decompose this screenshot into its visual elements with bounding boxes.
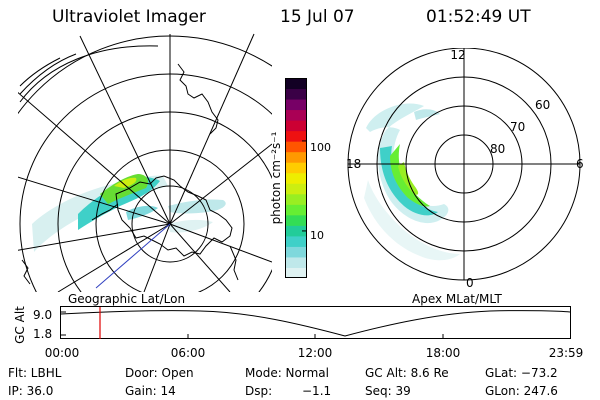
colorbar-tick-10: 10 [310,229,324,242]
observation-time: 01:52:49 UT [426,7,531,27]
colorbar-segment [285,120,307,132]
polar-mlt-grid [348,48,580,280]
colorbar-segment [285,183,307,195]
colorbar-segment [285,256,307,268]
colorbar-segment [285,141,307,153]
mlt-label-6: 6 [576,157,584,171]
colorbar-units-label: photon cm⁻²s⁻¹ [269,131,283,225]
colorbar-border [285,78,307,278]
colorbar-segment [285,225,307,237]
mlt-label-18: 18 [346,157,362,171]
colorbar-segment [285,162,307,174]
trajectory-line [95,223,171,289]
geo-aurora-emission [32,174,226,252]
colorbar-segment [285,88,307,100]
colorbar-segment [285,130,307,142]
altitude-curve [60,310,571,337]
colorbar-segment [285,267,307,278]
altitude-tick-low: 1.8 [33,327,53,341]
gc-altitude-info: GC Alt: 8.6 Re [365,366,449,380]
color-scale-bar [285,78,307,278]
colorbar-segment [285,235,307,247]
observation-date: 15 Jul 07 [280,7,355,27]
door-info: Door: Open [125,366,194,380]
colorbar-segment [285,193,307,205]
dsp-info: Dsp: [245,384,273,398]
time-tick-0: 00:00 [44,346,80,360]
earth-limb [19,45,159,103]
altitude-plot [60,306,571,339]
filter-info: Flt: LBHL [8,366,62,380]
colorbar-segment [285,109,307,121]
glat-info: GLat: −73.2 [485,366,558,380]
polar-aurora-emission [364,103,460,261]
altitude-tick-high: 9.0 [33,308,53,322]
colorbar-segment [285,172,307,184]
mlat-label-80: 80 [490,142,506,156]
mlat-label-60: 60 [535,98,551,112]
colorbar-segment [285,99,307,111]
geographic-map [18,33,272,292]
colorbar-segment [285,204,307,216]
mlt-label-12: 12 [450,48,466,62]
sequence-info: Seq: 39 [365,384,411,398]
time-tick-2: 12:00 [297,346,333,360]
time-tick-4: 23:59 [548,346,584,360]
instrument-title: Ultraviolet Imager [52,7,206,27]
mlat-label-70: 70 [510,120,526,134]
ip-info: IP: 36.0 [8,384,54,398]
dsp-value: −1.1 [302,384,332,398]
time-tick-3: 18:00 [425,346,461,360]
gain-info: Gain: 14 [125,384,176,398]
colorbar-segment [285,151,307,163]
glon-info: GLon: 247.6 [485,384,558,398]
geo-coastlines [21,63,239,285]
time-tick-1: 06:00 [170,346,206,360]
geo-latitude-grid [18,35,272,292]
colorbar-segment [285,78,307,90]
mlt-label-0: 0 [466,276,474,290]
polar-panel-label: Apex MLat/MLT [412,292,502,306]
magnetic-polar-map [347,48,581,281]
colorbar-tick-100: 100 [310,141,331,154]
altitude-axis-label: GC Alt [13,306,27,344]
geo-panel-label: Geographic Lat/Lon [68,292,186,306]
colorbar-segment [285,246,307,258]
colorbar-segment [285,214,307,226]
geo-longitude-grid [18,33,272,292]
mode-info: Mode: Normal [245,366,329,380]
